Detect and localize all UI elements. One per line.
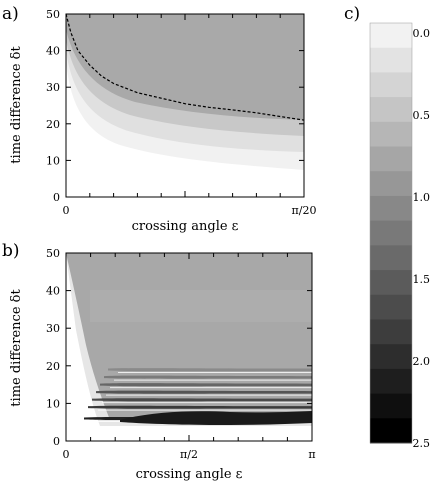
colorbar-level [370, 319, 412, 345]
panel-a-label: a) [2, 4, 19, 24]
colorbar-level [370, 220, 412, 246]
colorbar-tick-label: 0.5 [413, 109, 431, 122]
panel-a-ylabel: time difference δt [9, 46, 24, 164]
panel-b-band [100, 383, 312, 387]
panel-a-ytick-label: 20 [46, 118, 60, 131]
panel-b-ytick-label: 50 [46, 247, 60, 260]
panel-b-ytick-label: 40 [46, 285, 60, 298]
panel-b-ytick-label: 30 [46, 322, 60, 335]
panel-a-ytick-label: 10 [46, 154, 60, 167]
panel-a-ytick-label: 40 [46, 45, 60, 58]
panel-a-ytick-label: 0 [53, 191, 60, 204]
colorbar-level [370, 23, 412, 49]
panel-c-label: c) [344, 4, 360, 24]
panel-a-xtick-label: 0 [63, 204, 70, 217]
panel-a-xlabel: crossing angle ε [132, 219, 239, 234]
colorbar-level [370, 146, 412, 172]
panel-b-heatmap [66, 253, 312, 441]
colorbar-tick-label: 1.0 [413, 191, 431, 204]
panel-b-xlabel: crossing angle ε [136, 467, 243, 482]
panel-b-xtick-label: π [308, 448, 315, 461]
panel-a: 0 10 20 30 40 50 0 π/20 crossing angle ε time d… [9, 8, 316, 234]
colorbar-level [370, 195, 412, 222]
colorbar-tick-label: 1.5 [413, 273, 431, 286]
panel-b-ytick-label: 10 [46, 397, 60, 410]
colorbar-tick-label: 2.0 [413, 355, 431, 368]
panel-b-ytick-label: 0 [53, 435, 60, 448]
panel-a-boundary-curve [65, 13, 305, 121]
colorbar-level [370, 47, 412, 73]
panel-a-ticks: 0 10 20 30 40 50 0 π/20 [46, 8, 316, 217]
panel-b-ytick-label: 20 [46, 360, 60, 373]
panel-a-plateau [66, 14, 304, 120]
panel-b-bottom-band [120, 411, 312, 425]
panel-b-xtick-label: 0 [63, 448, 70, 461]
colorbar-level [370, 171, 412, 197]
panel-b-band [104, 375, 312, 379]
colorbar-level [370, 393, 412, 419]
panel-b-band [96, 390, 312, 394]
colorbar-level [370, 294, 412, 320]
panel-b-band [92, 398, 312, 402]
panel-a-xtick-label: π/20 [292, 204, 317, 217]
colorbar-level [370, 245, 412, 271]
colorbar [370, 23, 412, 444]
colorbar-level [370, 121, 412, 148]
colorbar-level [370, 418, 412, 444]
colorbar-tick-label: 0.0 [413, 27, 431, 40]
panel-b: 0 10 20 30 40 50 0 π/2 π crossing angle ε time d… [9, 247, 316, 482]
colorbar-level [370, 97, 412, 123]
panel-a-ytick-label: 30 [46, 81, 60, 94]
panel-b-band [88, 405, 312, 409]
colorbar-level [370, 270, 412, 296]
colorbar-ticks: 0.0 0.5 1.0 1.5 2.0 2.5 [413, 27, 431, 450]
colorbar-frame [369, 22, 413, 444]
panel-a-heatmap [66, 14, 304, 197]
panel-b-band [108, 368, 312, 372]
colorbar-level [370, 344, 412, 370]
colorbar-level [370, 368, 412, 395]
colorbar-tick-label: 2.5 [413, 437, 431, 450]
panel-b-upper-texture [90, 290, 312, 322]
panel-b-xtick-label: π/2 [180, 448, 198, 461]
panel-b-ylabel: time difference δt [9, 289, 24, 407]
panel-b-label: b) [2, 241, 20, 261]
panel-a-ytick-label: 50 [46, 8, 60, 21]
panel-b-ticks: 0 10 20 30 40 50 0 π/2 π [46, 247, 316, 461]
colorbar-level [370, 72, 412, 98]
